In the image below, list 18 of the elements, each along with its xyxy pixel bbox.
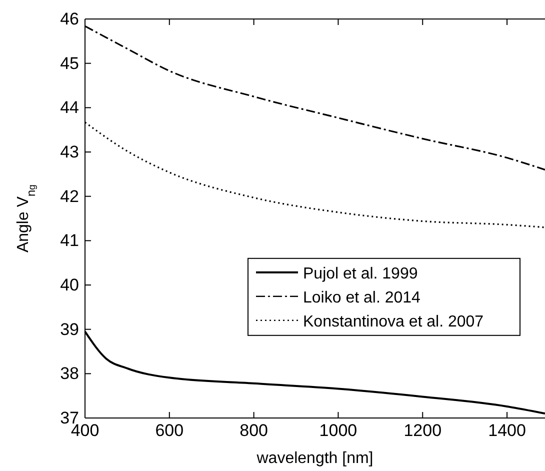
y-tick-label: 45 [60, 54, 79, 73]
y-tick-label: 46 [60, 9, 79, 28]
y-tick-label: 44 [60, 98, 79, 118]
y-tick-label: 42 [60, 186, 79, 206]
y-tick-label: 40 [60, 275, 79, 294]
y-tick-label: 38 [60, 364, 79, 384]
y-tick-label: 39 [60, 320, 79, 339]
legend-label: Loiko et al. 2014 [303, 289, 421, 306]
y-tick-label: 41 [60, 231, 79, 250]
y-tick-label: 43 [60, 142, 79, 162]
x-axis-title: wavelength [nm] [256, 450, 374, 467]
x-tick-label: 1200 [404, 421, 442, 440]
legend-label: Pujol et al. 1999 [303, 265, 418, 282]
x-tick-label: 600 [155, 421, 184, 440]
x-tick-label: 1400 [488, 421, 526, 440]
x-tick-label: 1000 [319, 421, 358, 440]
legend-label: Konstantinova et al. 2007 [303, 313, 484, 330]
x-tick-label: 800 [240, 421, 268, 440]
